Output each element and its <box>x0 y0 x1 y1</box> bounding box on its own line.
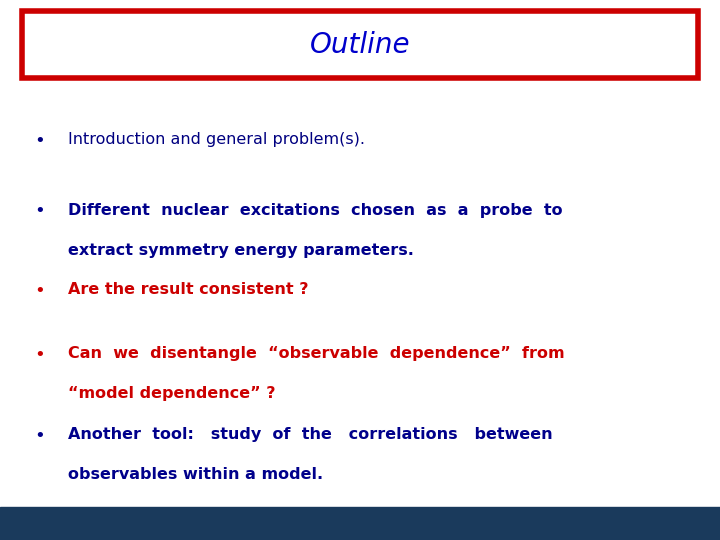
Text: Another  tool:   study  of  the   correlations   between: Another tool: study of the correlations … <box>68 427 553 442</box>
Text: •: • <box>35 132 45 150</box>
Text: •: • <box>35 282 45 300</box>
Text: “model dependence” ?: “model dependence” ? <box>68 386 276 401</box>
Text: extract symmetry energy parameters.: extract symmetry energy parameters. <box>68 243 414 258</box>
Text: Different  nuclear  excitations  chosen  as  a  probe  to: Different nuclear excitations chosen as … <box>68 202 563 218</box>
Text: Outline: Outline <box>310 31 410 58</box>
Text: •: • <box>35 427 45 444</box>
Bar <box>0 507 720 540</box>
Text: •: • <box>35 202 45 220</box>
FancyBboxPatch shape <box>22 11 698 78</box>
Text: •: • <box>35 346 45 363</box>
Text: Can  we  disentangle  “observable  dependence”  from: Can we disentangle “observable dependenc… <box>68 346 565 361</box>
Text: observables within a model.: observables within a model. <box>68 467 323 482</box>
Text: Introduction and general problem(s).: Introduction and general problem(s). <box>68 132 365 147</box>
Text: Are the result consistent ?: Are the result consistent ? <box>68 282 309 297</box>
